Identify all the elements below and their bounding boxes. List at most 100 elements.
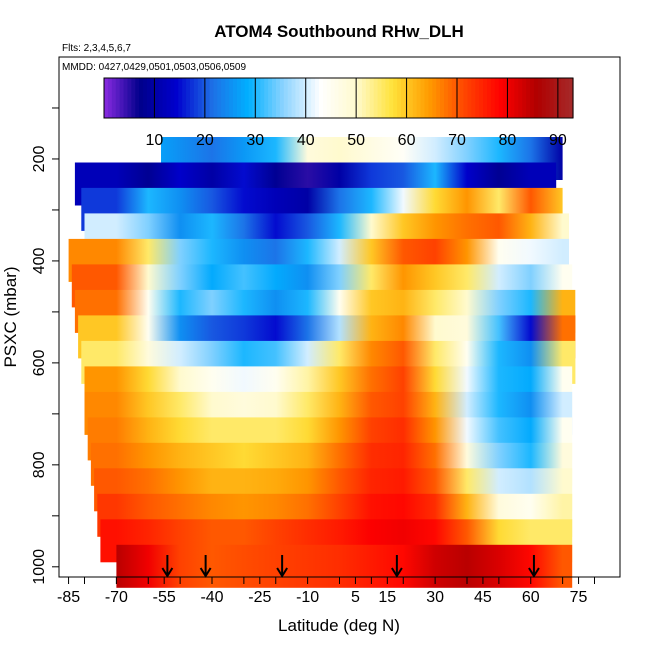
colorbar-cell <box>502 78 508 118</box>
flights-subtitle: Flts: 2,3,4,5,6,7 <box>62 43 131 54</box>
colorbar-cell <box>463 78 469 118</box>
colorbar-cell <box>447 78 453 118</box>
colorbar-cell <box>225 78 230 118</box>
colorbar-cell <box>186 78 191 118</box>
colorbar-cell <box>498 78 504 118</box>
colorbar-cell <box>213 78 218 118</box>
colorbar-cell <box>533 78 539 118</box>
y-tick-label: 1000 <box>31 549 48 585</box>
x-tick-label: -55 <box>153 589 176 606</box>
x-tick-label: -10 <box>296 589 319 606</box>
colorbar-cell <box>475 78 480 118</box>
colorbar-cell <box>377 78 383 118</box>
profile-arrow <box>391 555 403 578</box>
chart-title: ATOM4 Southbound RHw_DLH <box>214 22 464 41</box>
colorbar-tick-label: 30 <box>246 132 264 149</box>
colorbar-cell <box>342 78 347 118</box>
colorbar-cell <box>483 78 488 118</box>
colorbar-cell <box>545 78 551 118</box>
colorbar-cell <box>514 78 519 118</box>
colorbar-cell <box>557 78 562 118</box>
profile-arrow <box>528 555 540 578</box>
colorbar-cell <box>107 78 113 118</box>
colorbar-cell <box>205 78 211 118</box>
y-tick-label: 600 <box>31 349 48 376</box>
profile-arrows <box>161 555 540 578</box>
colorbar-tick-label: 90 <box>549 132 567 149</box>
colorbar-cell <box>389 78 394 118</box>
y-tick-label: 800 <box>31 451 48 478</box>
colorbar-cell <box>467 78 472 118</box>
colorbar-cell <box>244 78 250 118</box>
colorbar-cell <box>322 78 328 118</box>
colorbar-cell <box>444 78 449 118</box>
colorbar-cell <box>162 78 168 118</box>
colorbar-cell <box>416 78 422 118</box>
y-tick-label: 400 <box>31 247 48 274</box>
x-tick-label: 30 <box>426 589 444 606</box>
colorbar-cell <box>393 78 398 118</box>
colorbar-cell <box>569 78 574 118</box>
colorbar-cell <box>275 78 281 118</box>
colorbar-cell <box>537 78 543 118</box>
x-tick-label: -40 <box>200 589 223 606</box>
colorbar-cell <box>260 78 265 118</box>
colorbar-cell <box>330 78 336 118</box>
colorbar-cell <box>119 78 125 118</box>
colorbar-cell <box>549 78 555 118</box>
colorbar-cell <box>432 78 437 118</box>
colorbar-cell <box>436 78 441 118</box>
colorbar-cell <box>401 78 406 118</box>
colorbar-frame <box>103 77 574 119</box>
heatmap-strip-1000 <box>116 544 573 588</box>
colorbar-cell <box>479 78 484 118</box>
colorbar-cell <box>287 78 293 118</box>
colorbar-cell <box>404 78 410 118</box>
colorbar-cell <box>565 78 570 118</box>
profile-arrow <box>199 555 212 578</box>
colorbar-cell <box>490 78 496 118</box>
colorbar-cell <box>553 78 558 118</box>
colorbar-cell <box>291 78 297 118</box>
colorbar-cell <box>315 78 320 118</box>
colorbar-cell <box>123 78 129 118</box>
x-tick-label: 60 <box>522 589 540 606</box>
colorbar-cell <box>248 78 254 118</box>
colorbar-cell <box>459 78 465 118</box>
colorbar-cell <box>209 78 215 118</box>
colorbar-cell <box>197 78 203 118</box>
colorbar-cell <box>166 78 172 118</box>
colorbar-cell <box>146 78 152 118</box>
colorbar-cell <box>143 78 148 118</box>
colorbar-cell <box>170 78 175 118</box>
colorbar-cell <box>334 78 340 118</box>
colorbar-cell <box>530 78 535 118</box>
colorbar-cell <box>318 78 324 118</box>
colorbar-cell <box>295 78 301 118</box>
colorbar-cell <box>240 78 246 118</box>
colorbar-cell <box>326 78 332 118</box>
colorbar-cell <box>135 78 140 118</box>
colorbar-cell <box>158 78 164 118</box>
x-tick-label: -70 <box>105 589 128 606</box>
colorbar-tick-label: 60 <box>398 132 416 149</box>
colorbar-cell <box>182 78 187 118</box>
colorbar-cell <box>252 78 258 118</box>
dates-label-bg <box>60 60 260 73</box>
colorbar-cell <box>268 78 273 118</box>
x-tick-label: -25 <box>248 589 271 606</box>
colorbar-cell <box>111 78 117 118</box>
colorbar-cell <box>272 78 277 118</box>
colorbar-cell <box>381 78 386 118</box>
colorbar-cell <box>440 78 445 118</box>
colorbar-cell <box>471 78 476 118</box>
colorbar-tick-label: 80 <box>499 132 517 149</box>
colorbar-cell <box>510 78 515 118</box>
colorbar-cell <box>541 78 547 118</box>
colorbar-cell <box>189 78 195 118</box>
y-axis: 200 400 600 800 1000 <box>31 107 59 585</box>
colorbar-cell <box>412 78 418 118</box>
colorbar-cell <box>487 78 492 118</box>
colorbar-cell <box>506 78 512 118</box>
